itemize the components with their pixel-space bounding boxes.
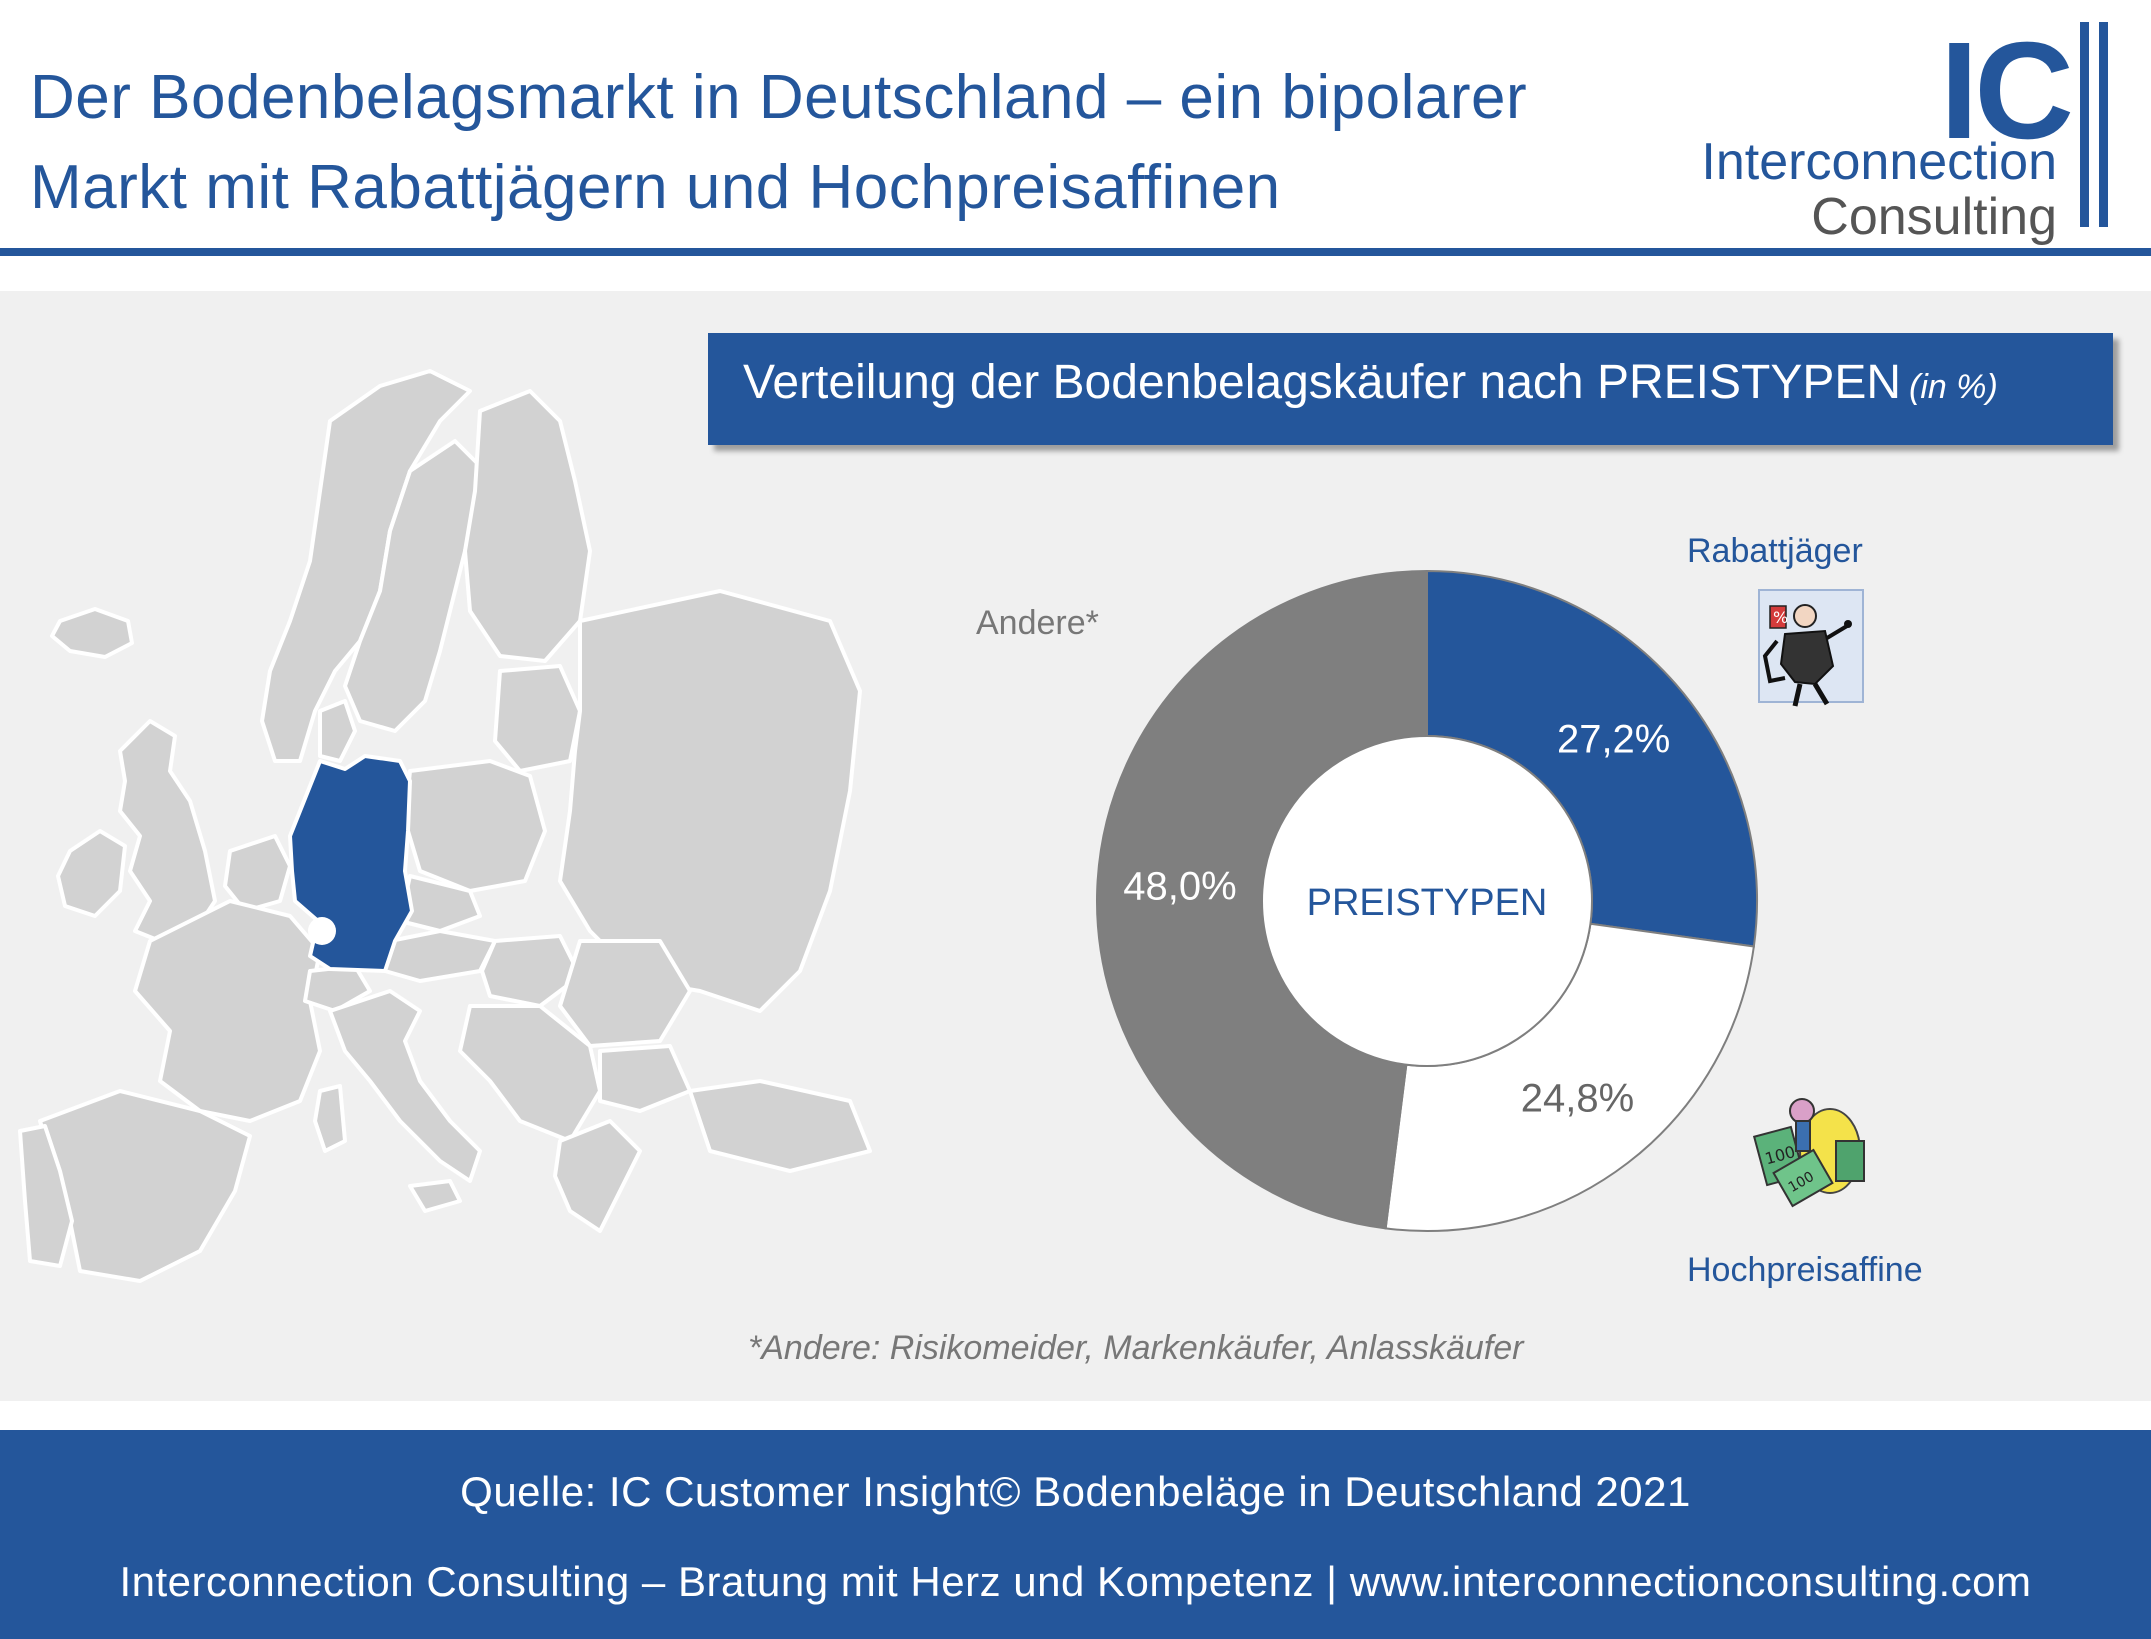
header-divider [0,248,2151,256]
logo-mark: IC [1940,14,2074,168]
map-country-france [133,899,322,1123]
label-hochpreisaffine: Hochpreisaffine [1687,1251,1923,1289]
page-title-line-2: Markt mit Rabattjägern und Hochpreisaffi… [30,153,1281,222]
europe-map [18,369,872,1283]
map-marker [308,917,336,945]
donut-center-label: PREISTYPEN [1307,882,1548,924]
donut-value-label-2: 48,0% [1123,864,1236,908]
map-country-norway [260,369,472,763]
logo-text-line-1: Interconnection [1701,133,2057,191]
map-country-ireland [56,829,127,918]
chart-title-text: Verteilung der Bodenbelagskäufer nach PR… [743,356,1902,409]
logo-bar-left [2080,22,2089,227]
chart-title-banner: Verteilung der Bodenbelagskäufer nach PR… [708,333,2113,445]
donut-labels: 27,2% 24,8% 48,0% PREISTYPEN [1123,717,1670,1120]
page-title-line-1: Der Bodenbelagsmarkt in Deutschland – ei… [30,63,1528,132]
map-country-finland [463,389,592,663]
svg-text:%: % [1773,608,1788,627]
footnote: *Andere: Risikomeider, Markenkäufer, Anl… [748,1329,1524,1367]
footer-company: Interconnection Consulting – Bratung mit… [119,1558,2032,1605]
discount-hunter-icon: % [1758,589,1864,707]
donut-slices [1096,569,1758,1232]
map-country-east [558,589,862,1013]
map-country-denmark [318,699,357,763]
chart-title-unit: (in %) [1909,368,1998,406]
donut-value-label-0: 27,2% [1557,717,1670,761]
logo-text-line-2: Consulting [1811,188,2057,246]
footer-source: Quelle: IC Customer Insight© Bodenbeläge… [460,1468,1691,1515]
map-country-baltics [493,664,582,773]
donut-value-label-1: 24,8% [1521,1077,1634,1121]
map-country-romania [558,939,692,1048]
map-country-bulgaria [598,1044,692,1113]
map-country-italy [328,989,482,1183]
header: Der Bodenbelagsmarkt in Deutschland – ei… [0,0,2151,262]
label-rabattjaeger: Rabattjäger [1687,532,1863,570]
logo-bar-right [2099,22,2108,227]
label-andere: Andere* [976,604,1099,642]
footer: Quelle: IC Customer Insight© Bodenbeläge… [0,1430,2151,1639]
map-country-poland [403,759,547,893]
premium-buyer-icon: 100 100 [1752,1098,1865,1208]
map-country-iceland [50,607,134,659]
map-country-greece [553,1119,642,1233]
donut-chart: 27,2% 24,8% 48,0% PREISTYPEN [1096,569,1758,1232]
map-country-sicily [408,1179,462,1213]
map-country-turkey [688,1079,872,1173]
map-country-benelux [223,834,292,913]
chart-title: Verteilung der Bodenbelagskäufer nach PR… [743,355,1998,410]
map-country-portugal [18,1124,74,1268]
map-country-sardinia [313,1084,347,1153]
company-logo: IC Interconnection Consulting [1685,22,2115,247]
donut-hole [1261,735,1593,1067]
content-panel: Verteilung der Bodenbelagskäufer nach PR… [0,291,2151,1401]
